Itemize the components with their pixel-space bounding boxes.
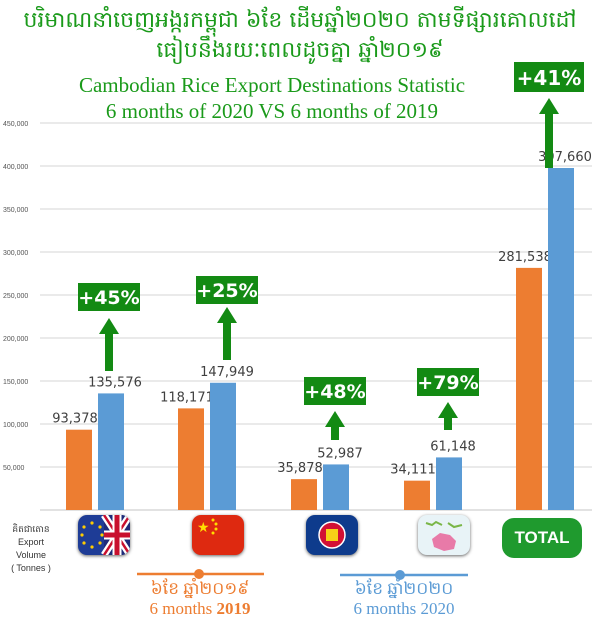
growth-label: +48% xyxy=(304,381,365,403)
total-badge: TOTAL xyxy=(502,518,582,558)
bar-2019 xyxy=(66,429,92,510)
bar-2020 xyxy=(98,393,124,510)
y-axis-label-line: Volume xyxy=(15,550,47,560)
eu-uk-flag-icon xyxy=(78,515,130,555)
title-english-line-1: Cambodian Rice Export Destinations Stati… xyxy=(78,73,466,97)
data-label: 281,538 xyxy=(498,250,552,265)
y-axis-label-line: ( Tonnes ) xyxy=(11,563,51,573)
bar-2020 xyxy=(436,457,462,510)
china-flag-icon: ★ xyxy=(192,515,244,555)
data-label: 61,148 xyxy=(430,439,476,454)
up-arrow-icon xyxy=(539,98,559,168)
oceania-map-icon xyxy=(418,515,470,555)
bar-2019 xyxy=(404,480,430,510)
period-2019-khmer: ៦ខែ ឆ្នាំ២០១៩ xyxy=(150,579,250,598)
growth-badge xyxy=(417,368,479,396)
asean-flag-icon xyxy=(306,515,358,555)
data-label: 93,378 xyxy=(52,412,98,427)
title-english-line-2: 6 months of 2020 VS 6 months of 2019 xyxy=(105,99,439,123)
y-tick-label: 400,000 xyxy=(3,164,28,171)
bar-2019 xyxy=(178,408,204,510)
title-khmer-line-1: បរិមាណនាំចេញអង្ករកម្ពុជា ៦ខែ ដើមឆ្នាំ២០២… xyxy=(23,8,577,33)
y-axis-label: គិតជាតោន Export Volume ( Tonnes ) xyxy=(2,523,60,575)
period-2019-label: ៦ខែ ឆ្នាំ២០១៩ 6 months 2019 xyxy=(130,579,270,619)
y-tick-label: 150,000 xyxy=(3,379,28,386)
up-arrow-icon xyxy=(325,411,345,440)
up-arrow-icon xyxy=(99,318,119,371)
y-axis-label-line: Export xyxy=(17,537,44,547)
growth-label: +25% xyxy=(196,280,257,302)
data-label: 35,878 xyxy=(277,461,323,476)
data-label: 135,576 xyxy=(88,375,142,390)
growth-label: +45% xyxy=(78,287,139,309)
growth-badge xyxy=(304,377,366,405)
data-label: 34,111 xyxy=(390,463,436,478)
growth-label: +41% xyxy=(517,66,582,90)
y-tick-label: 200,000 xyxy=(3,336,28,343)
data-label: 147,949 xyxy=(200,365,254,380)
up-arrow-icon xyxy=(217,307,237,360)
data-label: 118,171 xyxy=(160,390,214,405)
period-2019-english: 6 months xyxy=(149,599,217,618)
y-tick-label: 300,000 xyxy=(3,250,28,257)
bar-2019 xyxy=(291,479,317,510)
y-tick-label: 450,000 xyxy=(3,121,28,128)
period-2020-english: 6 months 2020 xyxy=(353,599,455,618)
y-tick-label: 250,000 xyxy=(3,293,28,300)
data-label: 52,987 xyxy=(317,446,363,461)
growth-badge xyxy=(78,283,140,311)
bar-2019 xyxy=(516,267,542,510)
bar-2020 xyxy=(210,382,236,510)
growth-label: +79% xyxy=(417,372,478,394)
title-khmer-line-2: ធៀបនឹងរយៈពេលដូចគ្នា ឆ្នាំ២០១៩ xyxy=(156,38,444,63)
y-tick-label: 100,000 xyxy=(3,422,28,429)
bar-2020 xyxy=(323,464,349,510)
growth-badge xyxy=(514,62,584,92)
up-arrow-icon xyxy=(438,402,458,430)
y-tick-label: 350,000 xyxy=(3,207,28,214)
y-axis-label-khmer: គិតជាតោន xyxy=(12,524,50,534)
period-2020-label: ៦ខែ ឆ្នាំ២០២០ 6 months 2020 xyxy=(334,579,474,619)
period-2020-khmer: ៦ខែ ឆ្នាំ២០២០ xyxy=(354,579,454,598)
bar-2020 xyxy=(548,168,574,511)
svg-text:★: ★ xyxy=(197,520,210,536)
y-tick-label: 50,000 xyxy=(3,465,25,472)
growth-badge xyxy=(196,276,258,304)
period-2019-year: 2019 xyxy=(216,599,251,618)
